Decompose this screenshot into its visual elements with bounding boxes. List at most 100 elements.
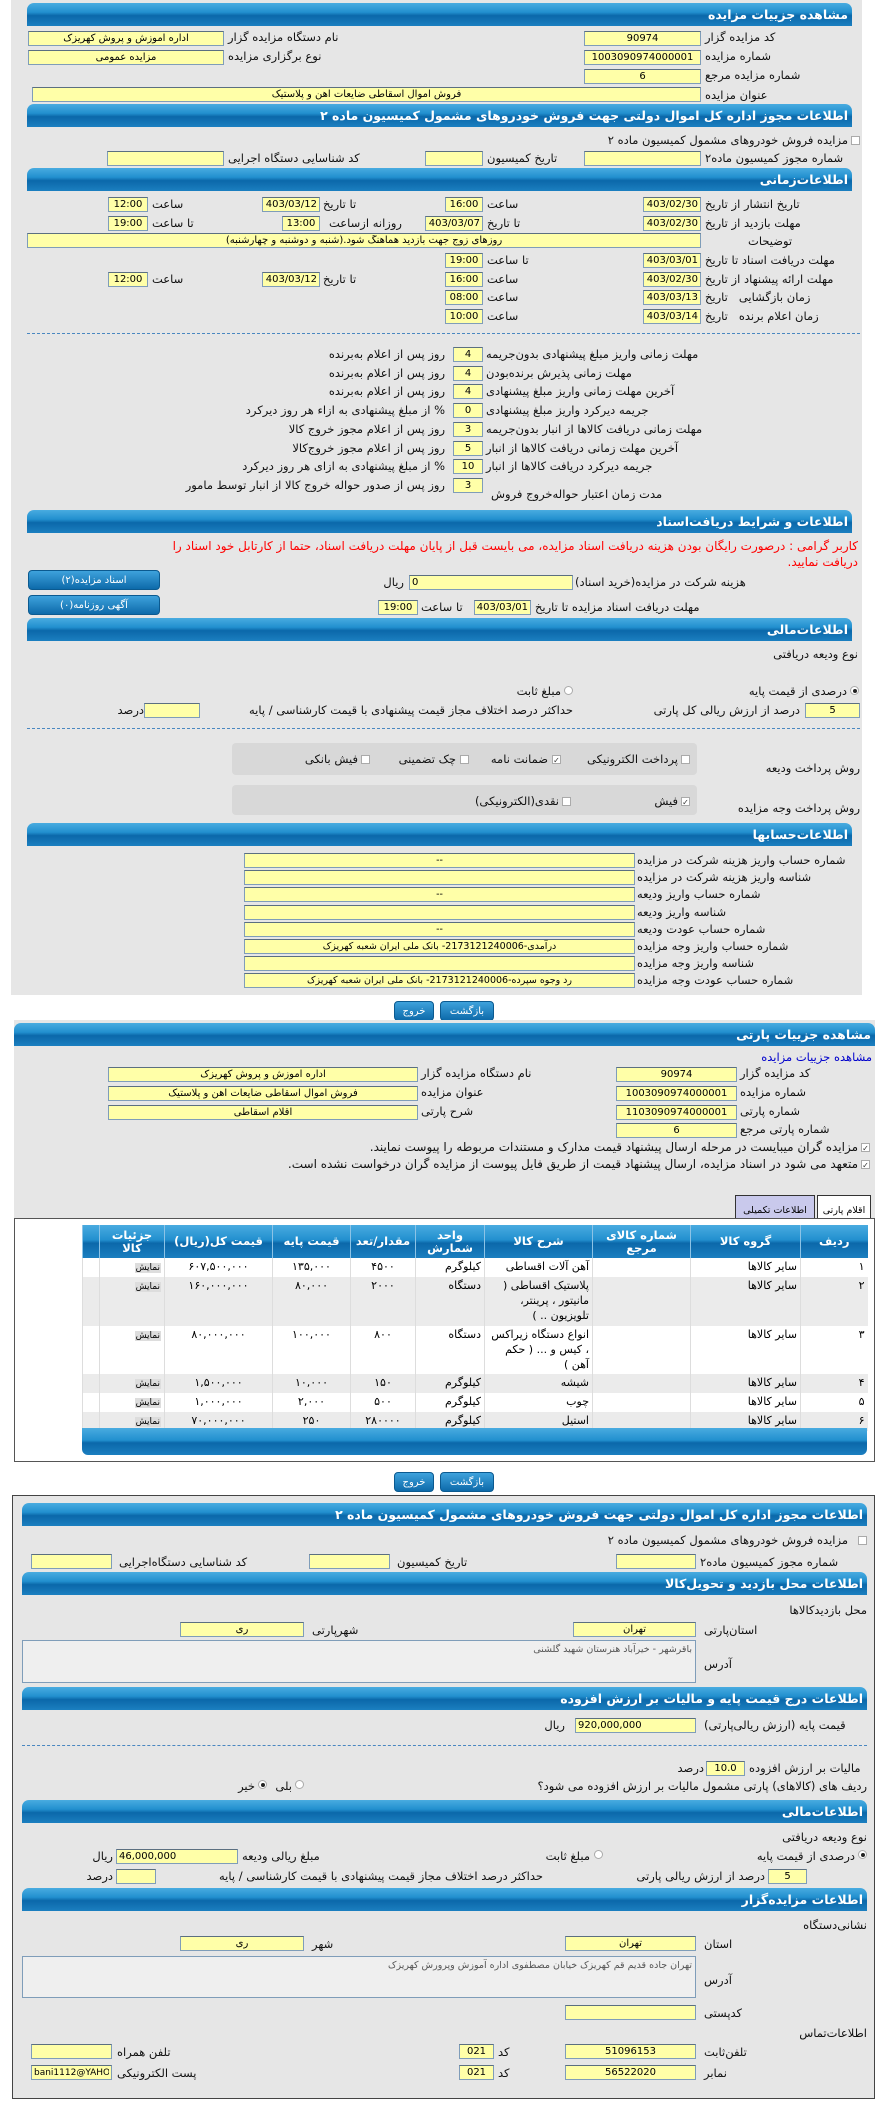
account-field[interactable]	[244, 956, 635, 972]
vat-field[interactable]	[706, 1761, 745, 1776]
auction-details-link[interactable]: مشاهده جزییات مزایده	[761, 1050, 872, 1064]
email-field[interactable]	[31, 2065, 112, 2080]
permit-date-field[interactable]	[425, 151, 483, 166]
docs-fee-field[interactable]	[409, 575, 573, 590]
permit2-exec-code-field[interactable]	[31, 1554, 112, 1569]
account-field[interactable]: --	[244, 887, 635, 903]
show-details-button[interactable]: نمایش	[134, 1263, 161, 1273]
phone-field[interactable]	[565, 2044, 696, 2059]
publish-to-field[interactable]	[262, 197, 320, 212]
proposal-to-field[interactable]	[262, 272, 320, 287]
proposal-from-field[interactable]	[643, 272, 701, 287]
org-city-field[interactable]	[180, 1936, 304, 1951]
fax-code-field[interactable]	[459, 2065, 494, 2080]
permit2-checkbox[interactable]	[858, 1536, 867, 1545]
visit-address-field[interactable]: باقرشهر - خیرآباد هنرستان شهید گلشنی	[22, 1640, 696, 1683]
org-province-field[interactable]	[565, 1936, 696, 1951]
vat-no-radio[interactable]	[258, 1780, 267, 1789]
guarantee-letter-checkbox[interactable]: ✓	[552, 755, 561, 765]
party-province-field[interactable]	[573, 1622, 696, 1637]
show-details-button[interactable]: نمایش	[134, 1398, 161, 1408]
visit-until-field[interactable]	[108, 216, 148, 231]
deposit-amount-field[interactable]	[116, 1849, 238, 1864]
party-city-field[interactable]	[180, 1622, 304, 1637]
publish-to-time-field[interactable]	[108, 197, 148, 212]
finance2-max-diff-field[interactable]	[116, 1869, 156, 1884]
deadline-field[interactable]	[453, 403, 483, 419]
fax-field[interactable]	[565, 2065, 696, 2080]
exec-code-field[interactable]	[107, 151, 224, 166]
party-ref-field[interactable]	[616, 1123, 737, 1138]
permit-number-field[interactable]	[584, 151, 701, 166]
visit-from-field[interactable]	[643, 216, 701, 231]
auction-ref-field[interactable]	[584, 69, 701, 84]
no-file-proposal-checkbox[interactable]: ✓	[861, 1160, 870, 1170]
deadline-field[interactable]	[453, 384, 483, 400]
docs-deadline-field[interactable]	[643, 253, 701, 268]
account-field[interactable]: --	[244, 921, 635, 937]
finance2-percent-field[interactable]	[768, 1869, 807, 1884]
docs-time-field[interactable]	[445, 253, 483, 268]
auction-docs-button[interactable]: اسناد مزایده(۲)	[28, 570, 160, 590]
deposit-percent-field[interactable]	[805, 703, 860, 718]
newspaper-ad-button[interactable]: آگهی روزنامه(۰)	[28, 595, 160, 615]
auction-code-field[interactable]	[584, 31, 701, 46]
permit-checkbox[interactable]	[851, 136, 860, 145]
party-desc-field[interactable]	[108, 1105, 418, 1120]
docs-deadline-time-field[interactable]	[378, 600, 418, 615]
winner-date-field[interactable]	[643, 309, 701, 324]
mobile-field[interactable]	[31, 2044, 112, 2059]
account-field[interactable]: درآمدی-2173121240006- بانک ملی ایران شعب…	[244, 939, 635, 954]
deadline-field[interactable]	[453, 459, 483, 475]
base-price-field[interactable]	[575, 1718, 696, 1733]
guarantee-check-checkbox[interactable]	[460, 755, 469, 764]
deadline-field[interactable]	[453, 421, 483, 437]
deposit-fixed-radio[interactable]	[564, 686, 573, 695]
auction-type-field[interactable]	[28, 50, 224, 65]
deadline-field[interactable]	[453, 477, 483, 493]
receipt-checkbox[interactable]: ✓	[681, 797, 690, 807]
party-code-field[interactable]	[616, 1067, 737, 1082]
docs-deadline-date-field[interactable]	[474, 600, 531, 615]
back-button[interactable]: بازگشت	[440, 1001, 494, 1021]
opening-date-field[interactable]	[643, 290, 701, 305]
account-field[interactable]: --	[244, 853, 635, 868]
permit2-date-field[interactable]	[309, 1554, 390, 1569]
party-no-field[interactable]	[616, 1105, 737, 1120]
account-field[interactable]: رد وجوه سپرده-2173121240006- بانک ملی ای…	[244, 973, 635, 989]
electronic-payment-checkbox[interactable]	[681, 755, 690, 764]
party-org-field[interactable]	[108, 1067, 418, 1082]
deadline-field[interactable]	[453, 347, 483, 362]
description-field[interactable]	[27, 233, 701, 248]
party-number-field[interactable]	[616, 1086, 737, 1101]
max-diff-field[interactable]	[144, 703, 200, 718]
finance2-fixed-radio[interactable]	[594, 1850, 603, 1859]
proposal-time-field[interactable]	[445, 272, 483, 287]
auction-subject-field[interactable]	[32, 87, 701, 102]
cash-electronic-checkbox[interactable]	[562, 797, 571, 806]
exit-button-2[interactable]: خروج	[394, 1472, 434, 1492]
publish-from-field[interactable]	[643, 197, 701, 212]
postal-code-field[interactable]	[565, 2005, 696, 2020]
show-details-button[interactable]: نمایش	[134, 1282, 161, 1292]
visit-daily-from-field[interactable]	[282, 216, 320, 231]
auction-org-field[interactable]	[28, 31, 224, 46]
show-details-button[interactable]: نمایش	[134, 1417, 161, 1427]
tab-party-items[interactable]: اقلام پارتی	[817, 1195, 871, 1219]
party-subject-field[interactable]	[108, 1086, 418, 1101]
visit-to-field[interactable]	[425, 216, 483, 231]
opening-time-field[interactable]	[445, 290, 483, 305]
back-button-2[interactable]: بازگشت	[440, 1472, 494, 1492]
phone-code-field[interactable]	[459, 2044, 494, 2059]
tab-extra-info[interactable]: اطلاعات تکمیلی	[735, 1195, 815, 1219]
deadline-field[interactable]	[453, 440, 483, 456]
show-details-button[interactable]: نمایش	[134, 1379, 161, 1389]
deadline-field[interactable]	[453, 365, 483, 381]
docs-required-checkbox[interactable]: ✓	[861, 1143, 870, 1153]
publish-time-field[interactable]	[445, 197, 483, 212]
proposal-to-time-field[interactable]	[108, 272, 148, 287]
bank-receipt-checkbox[interactable]	[361, 755, 370, 764]
exit-button[interactable]: خروج	[394, 1001, 434, 1021]
permit2-number-field[interactable]	[616, 1554, 696, 1569]
account-field[interactable]	[244, 904, 635, 920]
